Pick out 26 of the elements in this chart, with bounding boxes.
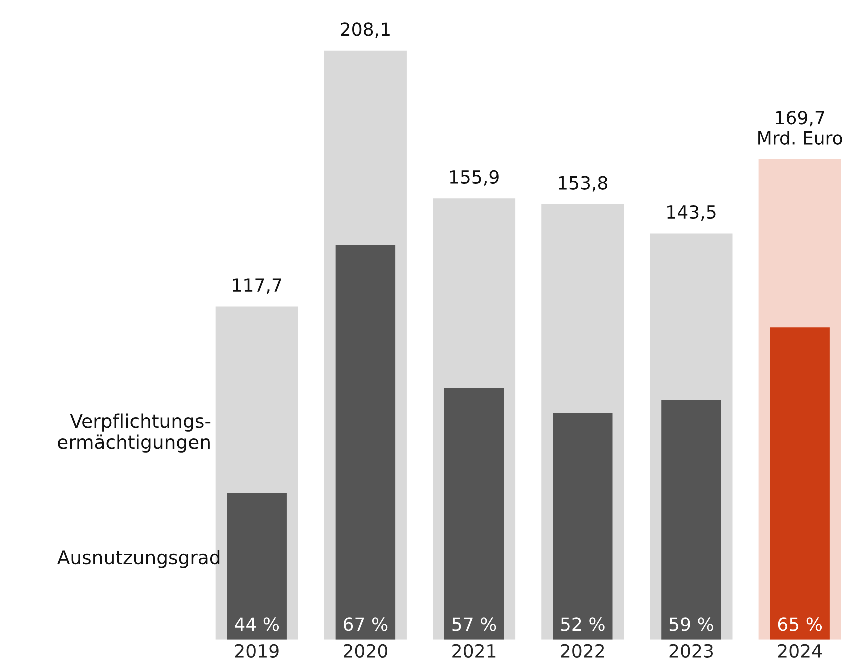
series-label: Ausnutzungsgrad xyxy=(58,550,220,568)
data-label: 155,9 xyxy=(450,170,499,186)
annotation: 59 % xyxy=(670,618,714,632)
bar xyxy=(444,388,504,640)
data-label: 117,7 xyxy=(233,278,282,294)
x-tick-label: 2023 xyxy=(670,644,714,658)
annotation: 44 % xyxy=(235,618,280,632)
x-tick-label: 2022 xyxy=(561,644,604,658)
x-tick-label: 2020 xyxy=(344,644,388,658)
annotation: 52 % xyxy=(561,618,605,632)
bar xyxy=(336,245,396,640)
bar xyxy=(662,400,722,640)
x-tick-label: 2024 xyxy=(778,644,822,658)
bar xyxy=(553,413,613,640)
bar xyxy=(227,493,287,640)
data-label: 208,1 xyxy=(341,22,390,38)
bar xyxy=(770,328,830,640)
x-tick-label: 2021 xyxy=(452,644,496,658)
annotation: 67 % xyxy=(344,618,388,632)
data-label: 153,8 xyxy=(559,176,608,192)
data-label: 169,7 Mrd. Euro xyxy=(758,111,842,145)
annotation: 65 % xyxy=(778,618,822,632)
x-tick-label: 2019 xyxy=(235,644,279,658)
annotation: 57 % xyxy=(452,618,496,632)
series-label: Verpflichtungs- ermächtigungen xyxy=(58,414,211,453)
data-label: 143,5 xyxy=(668,205,716,221)
